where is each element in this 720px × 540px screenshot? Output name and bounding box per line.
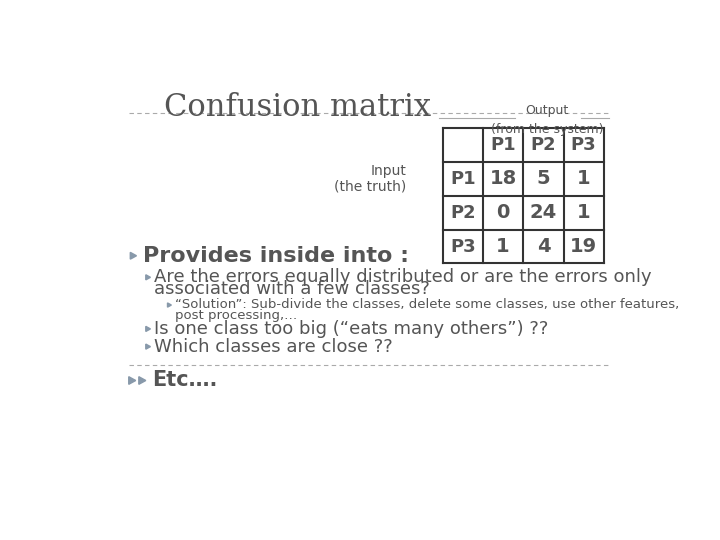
Text: associated with a few classes?: associated with a few classes?	[154, 280, 431, 298]
Text: 24: 24	[530, 203, 557, 222]
Text: 4: 4	[536, 237, 550, 256]
Text: P3: P3	[571, 136, 596, 154]
Text: 0: 0	[496, 203, 510, 222]
Polygon shape	[145, 326, 150, 332]
Text: 18: 18	[490, 169, 517, 188]
Polygon shape	[130, 252, 137, 259]
Text: P1: P1	[490, 136, 516, 154]
Text: P2: P2	[450, 204, 476, 221]
Polygon shape	[129, 377, 136, 384]
Text: (from the system): (from the system)	[491, 123, 603, 136]
Text: 1: 1	[577, 203, 590, 222]
Text: P1: P1	[450, 170, 476, 188]
Text: Provides inside into :: Provides inside into :	[143, 246, 409, 266]
Polygon shape	[145, 275, 150, 280]
Text: 1: 1	[496, 237, 510, 256]
Polygon shape	[168, 303, 171, 307]
Text: Is one class too big (“eats many others”) ??: Is one class too big (“eats many others”…	[154, 320, 549, 338]
Text: 5: 5	[536, 169, 550, 188]
Polygon shape	[145, 344, 150, 349]
Text: 19: 19	[570, 237, 597, 256]
Text: Which classes are close ??: Which classes are close ??	[154, 338, 393, 356]
Text: P3: P3	[450, 238, 476, 255]
Text: Input
(the truth): Input (the truth)	[334, 164, 406, 194]
Text: Are the errors equally distributed or are the errors only: Are the errors equally distributed or ar…	[154, 267, 652, 286]
Text: Confusion matrix: Confusion matrix	[163, 92, 431, 123]
Text: Etc….: Etc….	[152, 370, 217, 390]
Polygon shape	[139, 377, 145, 384]
Text: 1: 1	[577, 169, 590, 188]
Text: post processing,…: post processing,…	[175, 308, 297, 321]
Text: Output: Output	[526, 104, 569, 117]
Text: P2: P2	[531, 136, 556, 154]
Text: “Solution”: Sub-divide the classes, delete some classes, use other features,: “Solution”: Sub-divide the classes, dele…	[175, 298, 680, 310]
